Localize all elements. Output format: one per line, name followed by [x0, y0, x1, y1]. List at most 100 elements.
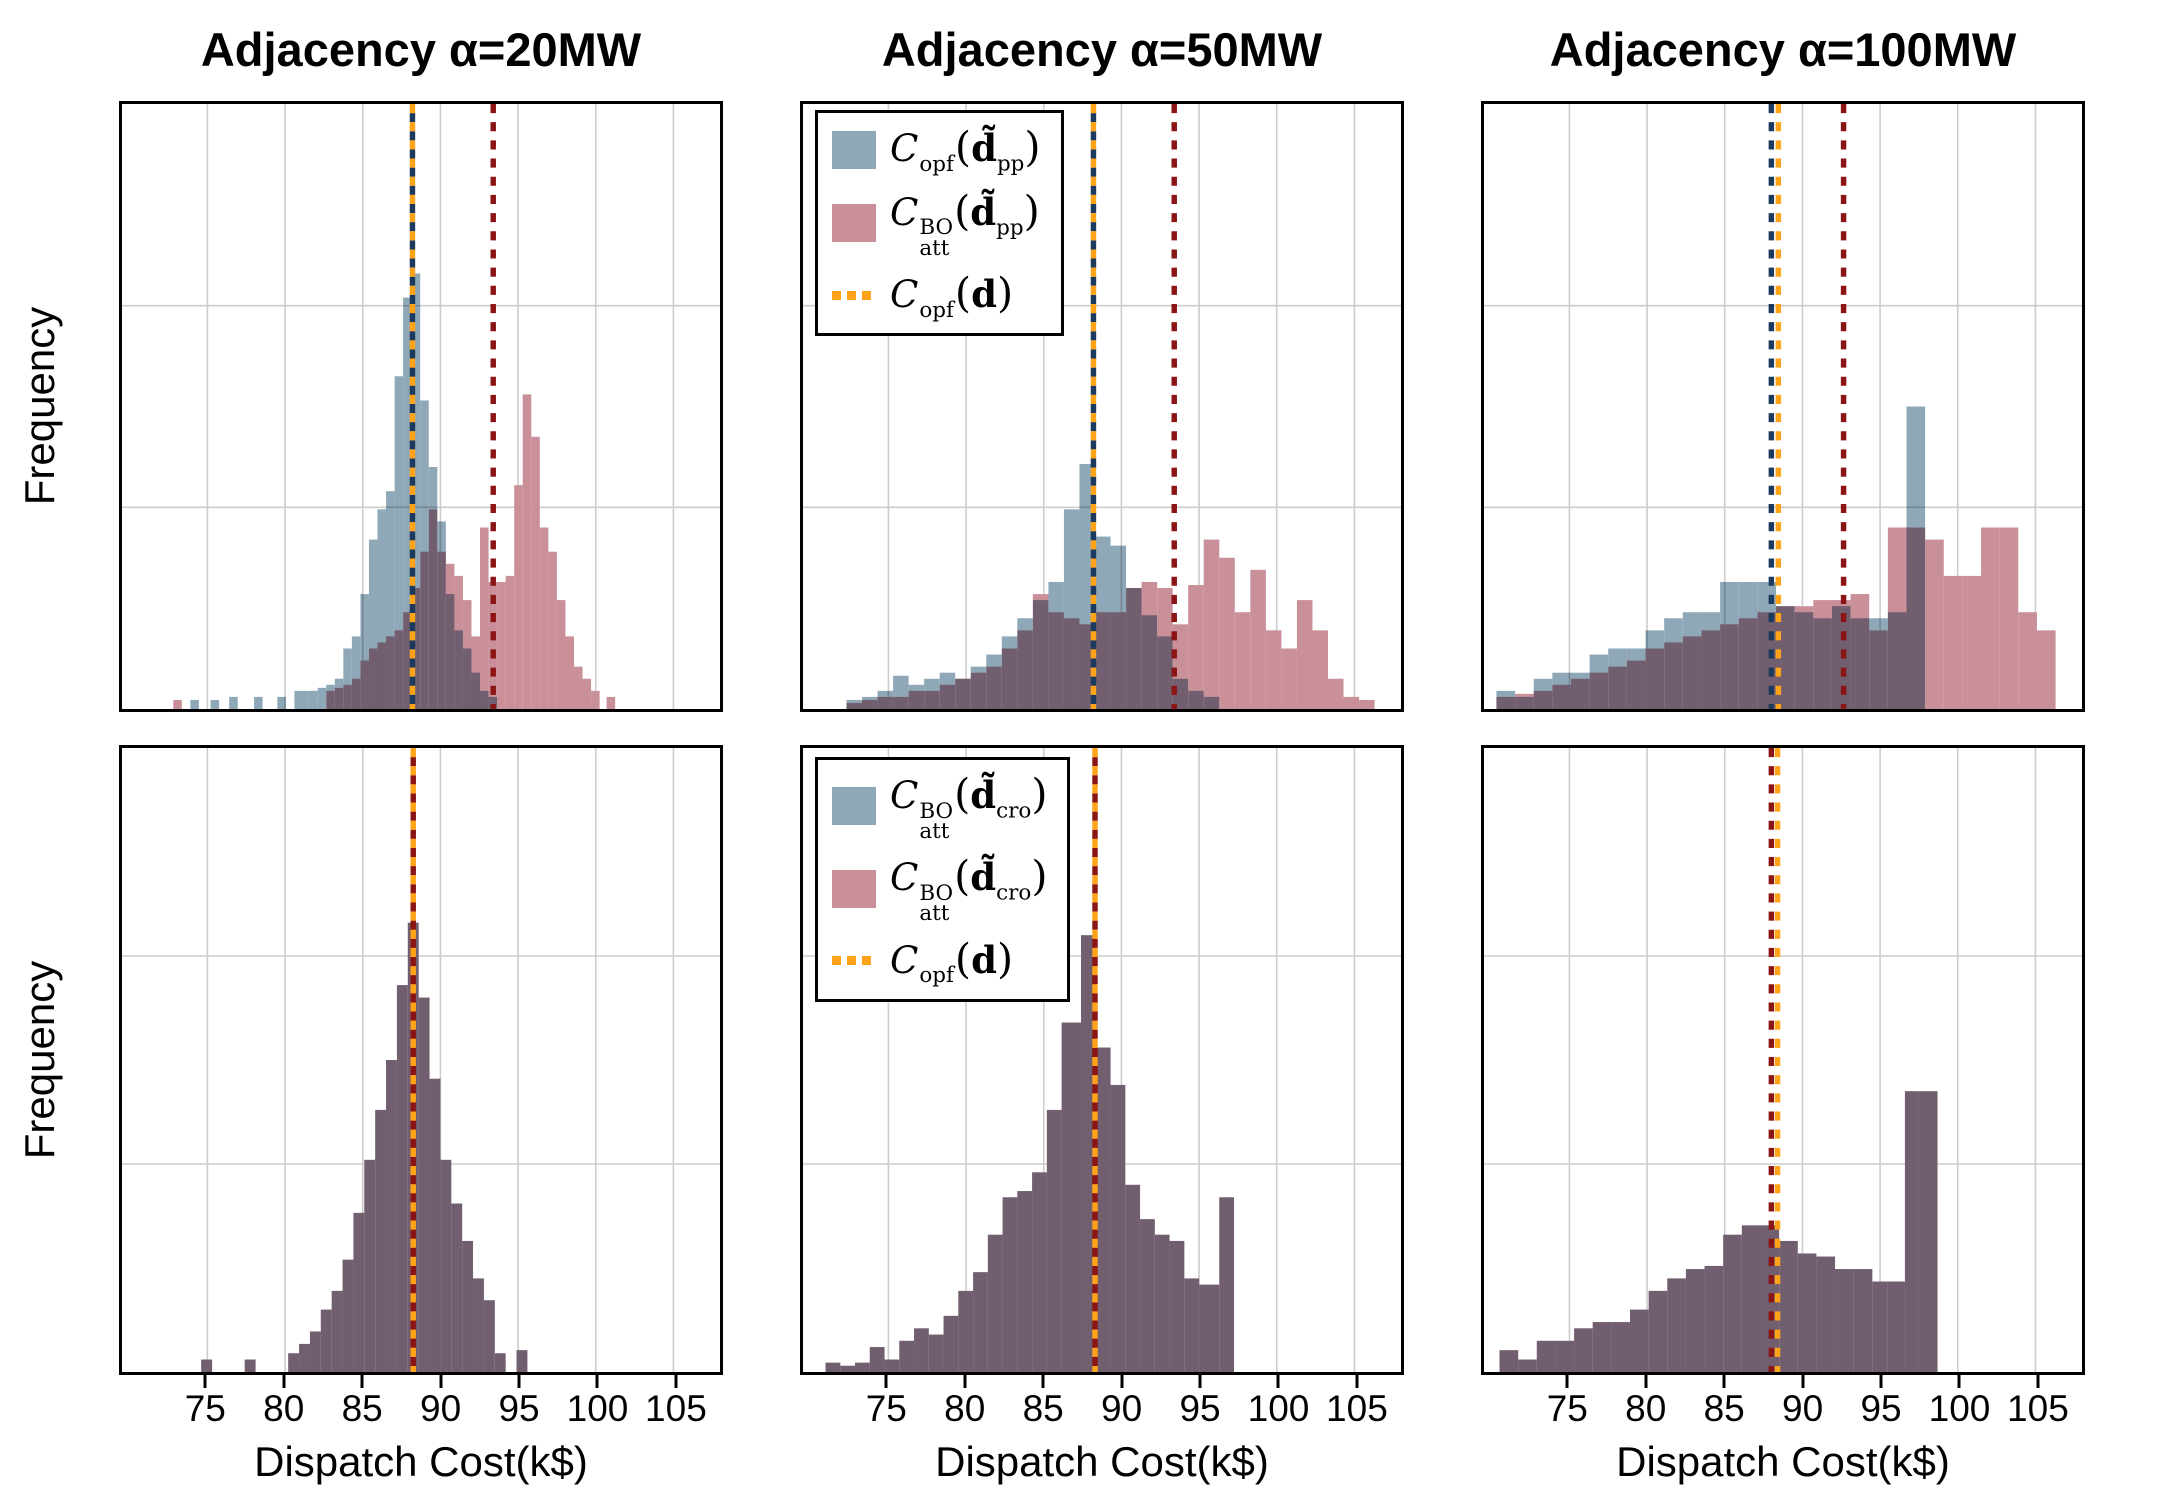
- x-tick-label: 90: [420, 1388, 462, 1429]
- hist-bar: [531, 436, 540, 709]
- hist-bar: [394, 376, 404, 709]
- x-tick-label: 95: [1179, 1388, 1221, 1429]
- hist-bar: [1081, 935, 1096, 1372]
- hist-bar: [973, 1272, 988, 1372]
- hist-bar: [1918, 1091, 1938, 1372]
- x-tick-label: 105: [1326, 1388, 1388, 1429]
- plot-top-left: [119, 101, 723, 712]
- hist-bar: [386, 491, 395, 709]
- hist-bar: [1110, 1084, 1126, 1372]
- hist-bar: [497, 581, 506, 709]
- panel-title-100mw: Adjacency α=100MW: [1549, 23, 2017, 76]
- x-tick-label: 95: [1860, 1388, 1902, 1429]
- hist-bar: [1682, 612, 1702, 709]
- hist-bar: [606, 696, 616, 709]
- x-tick-label: 75: [865, 1388, 907, 1429]
- x-tick-mark: [517, 1375, 521, 1388]
- hist-bar: [1794, 612, 1814, 709]
- hist-bar: [440, 1159, 452, 1372]
- hist-bar: [1095, 536, 1111, 709]
- hist-bar: [483, 1300, 495, 1372]
- hist-bar: [1063, 509, 1080, 709]
- series-blue: [825, 935, 1235, 1372]
- hist-bar: [190, 699, 199, 709]
- hist-bar: [862, 696, 878, 709]
- hist-bar: [987, 1234, 1003, 1372]
- hist-bar: [386, 1060, 397, 1372]
- x-tick-label: 90: [1101, 1388, 1143, 1429]
- hist-bar: [1496, 690, 1516, 709]
- hist-bar: [855, 1362, 870, 1372]
- x-tick-label: 80: [944, 1388, 986, 1429]
- x-tick-mark: [595, 1375, 599, 1388]
- hist-bar: [173, 699, 182, 709]
- x-tick-label: 85: [341, 1388, 383, 1429]
- hist-bar: [1853, 1269, 1873, 1372]
- swatch-blue-icon: [832, 130, 876, 169]
- hist-bar: [539, 527, 549, 709]
- x-tick-label: 105: [2007, 1388, 2069, 1429]
- hist-bar: [1032, 1172, 1047, 1372]
- top-left-svg: [122, 104, 720, 709]
- hist-bar: [1515, 696, 1534, 709]
- hist-bar: [556, 600, 566, 709]
- bottom-left-svg: [122, 748, 720, 1372]
- x-tick-label: 85: [1022, 1388, 1064, 1429]
- hist-bar: [1835, 1269, 1854, 1372]
- legend-item: C BO att (d̃cro): [832, 770, 1047, 842]
- hist-bar: [1738, 581, 1758, 709]
- hist-bar: [1872, 1281, 1888, 1372]
- legend-label: C BO att (d̃cro): [890, 770, 1048, 845]
- hist-bar: [1046, 1109, 1062, 1372]
- hist-bar: [1904, 1091, 1919, 1372]
- hist-bar: [331, 1290, 343, 1372]
- x-tick-label: 105: [645, 1388, 707, 1429]
- hist-bar: [437, 521, 446, 709]
- hist-bar: [1611, 1322, 1631, 1372]
- x-tick-mark: [1879, 1375, 1883, 1388]
- x-tick-label: 95: [498, 1388, 540, 1429]
- hist-bar: [1203, 539, 1220, 709]
- hist-bar: [591, 690, 600, 709]
- hist-bar: [1925, 539, 1944, 709]
- hist-bar: [1199, 1284, 1220, 1372]
- hist-bar: [229, 696, 238, 709]
- hist-bar: [970, 666, 987, 709]
- hist-bar: [1779, 1240, 1798, 1372]
- hist-bar: [1061, 1022, 1082, 1372]
- hist-bar: [1157, 636, 1173, 709]
- hist-bar: [445, 594, 455, 709]
- hist-bar: [1887, 1281, 1905, 1372]
- hist-bar: [1533, 678, 1553, 709]
- hist-bar: [1095, 1047, 1111, 1372]
- hist-bar: [1720, 581, 1739, 709]
- x-tick-mark: [1801, 1375, 1805, 1388]
- x-tick-label: 100: [566, 1388, 629, 1429]
- hist-bar: [986, 654, 1002, 709]
- hist-bar: [1608, 648, 1627, 709]
- hist-bar: [1281, 648, 1297, 709]
- x-tick-mark: [1355, 1375, 1359, 1388]
- hist-bar: [420, 400, 429, 709]
- top-right-svg: [1484, 104, 2082, 709]
- hist-bar: [1723, 1234, 1742, 1372]
- hist-bar: [1999, 527, 2019, 709]
- hist-bar: [1813, 618, 1832, 709]
- hist-bar: [1648, 1290, 1668, 1372]
- x-tick-mark: [1957, 1375, 1961, 1388]
- hist-bar: [939, 672, 956, 709]
- x-tick-mark: [1198, 1375, 1202, 1388]
- hist-bar: [1169, 1240, 1185, 1372]
- x-tick-label: 100: [1928, 1388, 1991, 1429]
- hist-bar: [343, 648, 352, 709]
- hist-bar: [565, 636, 574, 709]
- x-tick-mark: [360, 1375, 364, 1388]
- hist-bar: [210, 699, 220, 709]
- plot-top-right: [1481, 101, 2085, 712]
- x-tick-mark: [674, 1375, 678, 1388]
- hist-bar: [418, 997, 430, 1372]
- swatch-pink-icon: [832, 869, 876, 908]
- hist-bar: [1017, 618, 1033, 709]
